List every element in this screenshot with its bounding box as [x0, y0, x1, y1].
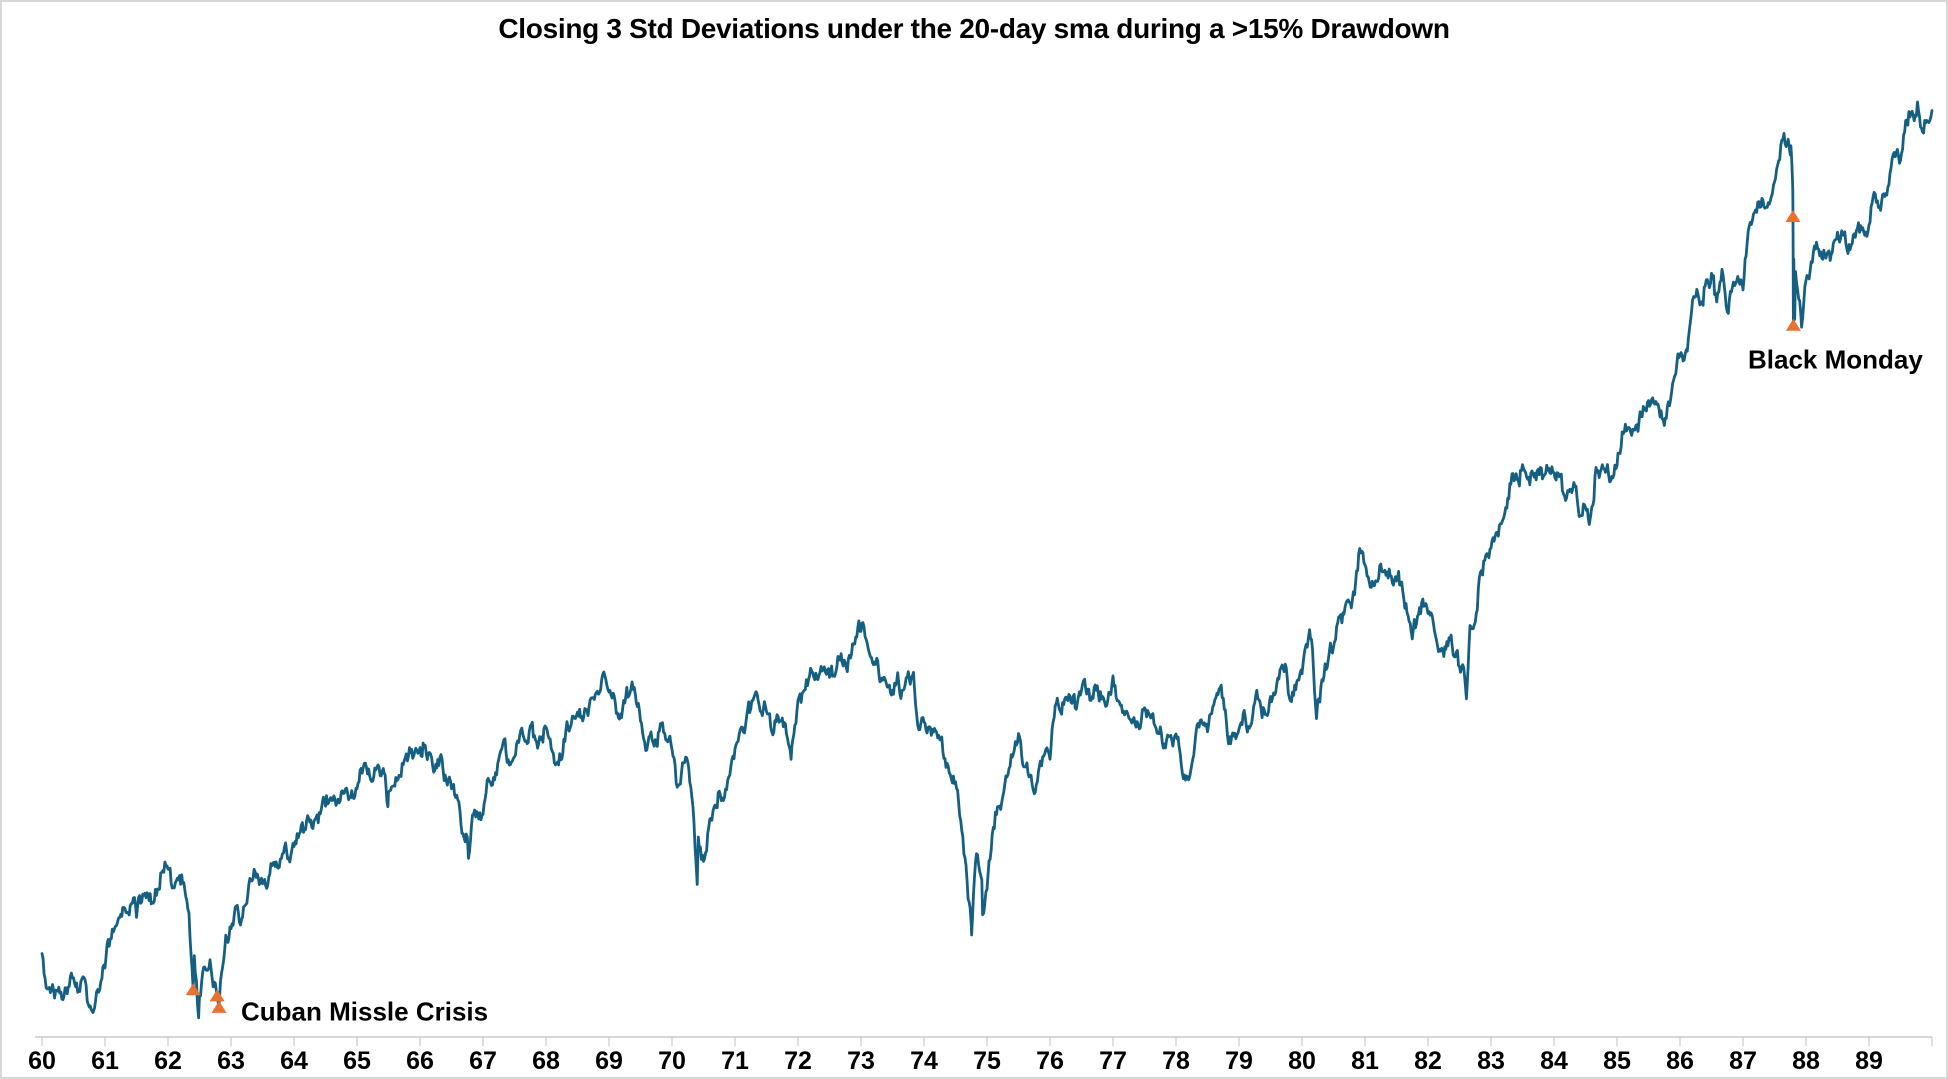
event-marker-triangle-icon [1785, 209, 1801, 222]
x-tick-label: 74 [910, 1047, 938, 1075]
x-tick-label: 75 [973, 1047, 1001, 1075]
x-tick-label: 68 [532, 1047, 560, 1075]
chart-title: Closing 3 Std Deviations under the 20-da… [498, 13, 1450, 44]
x-tick-label: 60 [28, 1047, 56, 1075]
x-tick-label: 79 [1225, 1047, 1253, 1075]
x-tick-label: 83 [1477, 1047, 1505, 1075]
event-marker-triangle-icon [209, 989, 225, 1002]
x-tick-label: 65 [343, 1047, 371, 1075]
x-tick-label: 72 [784, 1047, 812, 1075]
event-marker-triangle-icon [185, 983, 201, 996]
x-tick-label: 77 [1099, 1047, 1127, 1075]
x-tick-label: 84 [1540, 1047, 1568, 1075]
x-tick-label: 76 [1036, 1047, 1064, 1075]
x-tick-label: 87 [1729, 1047, 1757, 1075]
x-tick-label: 67 [469, 1047, 497, 1075]
x-tick-label: 73 [847, 1047, 875, 1075]
x-tick-label: 63 [217, 1047, 245, 1075]
x-tick-label: 89 [1855, 1047, 1883, 1075]
x-tick-label: 71 [721, 1047, 749, 1075]
x-tick-label: 64 [280, 1047, 308, 1075]
x-tick-label: 80 [1288, 1047, 1316, 1075]
x-tick-label: 62 [154, 1047, 182, 1075]
price-line [40, 100, 1934, 1020]
annotation-label-black-monday: Black Monday [1748, 344, 1923, 374]
x-tick-label: 82 [1414, 1047, 1442, 1075]
event-marker-triangle-icon [1785, 318, 1801, 331]
x-tick-label: 85 [1603, 1047, 1631, 1075]
x-tick-label: 88 [1792, 1047, 1820, 1075]
annotation-label-cuban-missile-crisis: Cuban Missle Crisis [241, 996, 488, 1026]
x-tick-label: 66 [406, 1047, 434, 1075]
x-tick-label: 78 [1162, 1047, 1190, 1075]
x-tick-label: 70 [658, 1047, 686, 1075]
x-tick-label: 61 [91, 1047, 119, 1075]
x-tick-label: 86 [1666, 1047, 1694, 1075]
event-marker-triangle-icon [211, 1000, 227, 1013]
x-tick-label: 81 [1351, 1047, 1379, 1075]
x-tick-label: 69 [595, 1047, 623, 1075]
